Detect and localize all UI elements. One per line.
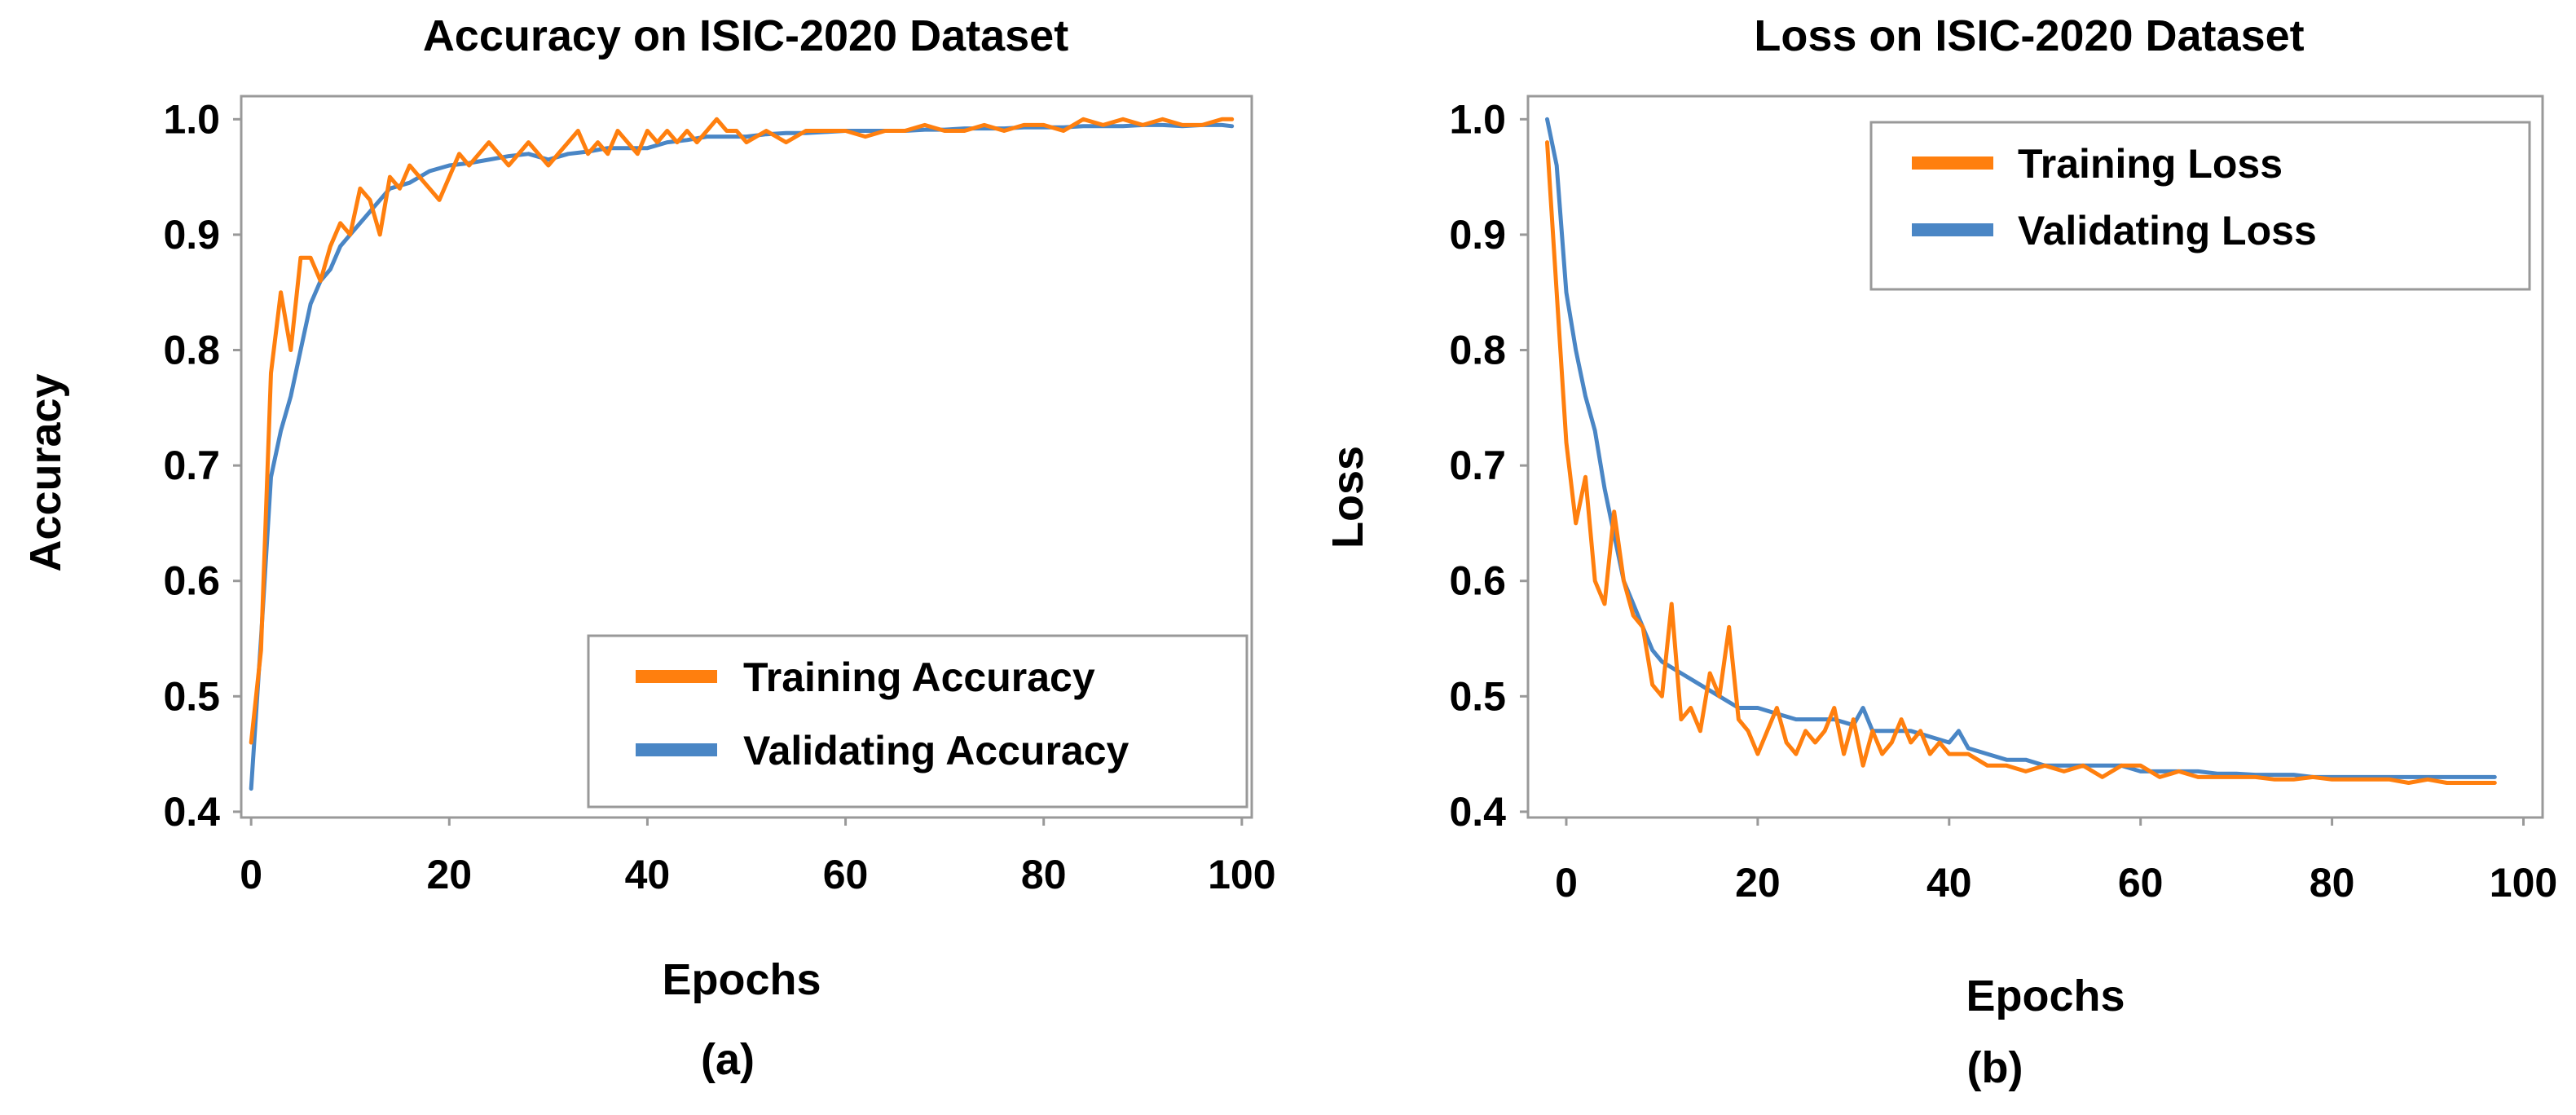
chart-a-xtick-label: 80 — [1021, 852, 1067, 897]
chart-a-plot-frame — [240, 95, 1253, 819]
chart-a-xtick-label: 0 — [240, 852, 262, 897]
chart-b-xtick-label: 80 — [2310, 860, 2355, 906]
chart-b-series-training-line — [1545, 140, 2497, 785]
chart-b-legend: Training Loss Validating Loss — [1869, 121, 2531, 291]
chart-accuracy: Accuracy on ISIC-2020 Dataset 0.4 0.5 0.6 0… — [21, 11, 1276, 1084]
chart-a-ytick-label: 0.6 — [163, 558, 220, 604]
chart-b-ytick-label: 0.7 — [1449, 443, 1506, 488]
chart-b-ytick-label: 0.9 — [1449, 212, 1506, 258]
chart-a-ytick-label: 0.4 — [163, 789, 220, 835]
chart-b-plot-frame — [1526, 95, 2544, 819]
chart-b-title: Loss on ISIC-2020 Dataset — [1754, 11, 2304, 60]
chart-b-xtick-label: 100 — [2490, 860, 2557, 906]
chart-a-ytick-label: 0.5 — [163, 673, 220, 719]
chart-a-series-training-line — [249, 117, 1235, 745]
chart-a-xtick-label: 20 — [426, 852, 472, 897]
chart-b-xtick-label: 40 — [1926, 860, 1972, 906]
chart-b-xtick-label: 20 — [1735, 860, 1781, 906]
chart-a-title: Accuracy on ISIC-2020 Dataset — [423, 11, 1068, 60]
chart-a-xtick-label: 100 — [1208, 852, 1275, 897]
chart-a-xlabel: Epochs — [662, 955, 821, 1004]
chart-a-ytick-label: 0.8 — [163, 328, 220, 373]
chart-a-legend-label-validating: Validating Accuracy — [743, 728, 1129, 773]
chart-b-legend-label-validating: Validating Loss — [2018, 208, 2317, 253]
chart-b-ytick-label: 0.8 — [1449, 328, 1506, 373]
chart-b-ylabel: Loss — [1323, 446, 1372, 549]
chart-a-series-validating-line — [249, 122, 1235, 791]
chart-a-ytick-label: 1.0 — [163, 96, 220, 142]
chart-b-legend-box — [1869, 121, 2531, 291]
chart-loss: Loss on ISIC-2020 Dataset 0.4 0.5 0.6 0.7 0.… — [1323, 11, 2557, 1092]
chart-a-xtick-label: 40 — [625, 852, 671, 897]
chart-b-xlabel: Epochs — [1966, 972, 2125, 1020]
chart-a-legend: Training Accuracy Validating Accuracy — [587, 634, 1248, 809]
chart-b-ytick-label: 0.4 — [1449, 789, 1506, 835]
chart-b-ytick-label: 0.5 — [1449, 673, 1506, 719]
chart-a-legend-box — [587, 634, 1248, 809]
chart-a-ylabel: Accuracy — [21, 373, 70, 571]
chart-a-panel-label: (a) — [701, 1035, 755, 1084]
chart-a-xtick-label: 60 — [823, 852, 869, 897]
chart-b-legend-label-training: Training Loss — [2018, 141, 2283, 187]
chart-b-ytick-label: 1.0 — [1449, 96, 1506, 142]
chart-a-legend-label-training: Training Accuracy — [743, 654, 1095, 700]
chart-b-panel-label: (b) — [1967, 1043, 2023, 1092]
chart-b-xtick-label: 60 — [2118, 860, 2164, 906]
chart-b-xtick-label: 0 — [1555, 860, 1578, 906]
chart-b-ytick-label: 0.6 — [1449, 558, 1506, 604]
chart-a-ytick-label: 0.9 — [163, 212, 220, 258]
chart-a-ytick-label: 0.7 — [163, 443, 220, 488]
